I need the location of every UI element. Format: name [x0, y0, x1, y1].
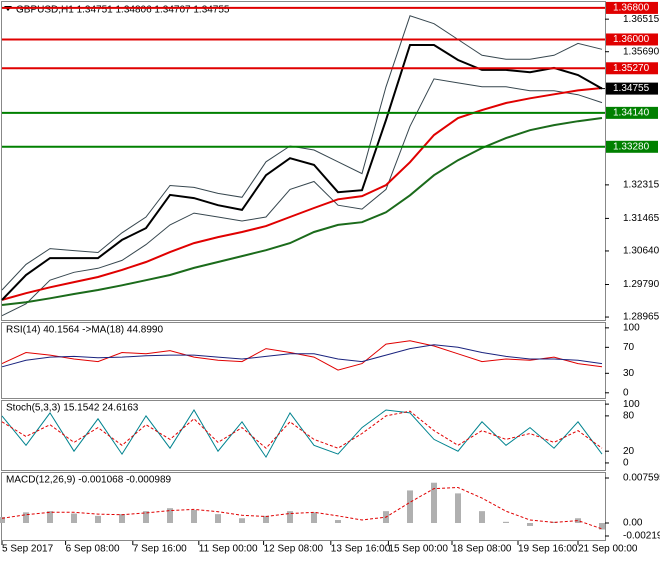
level-label: 1.35270	[613, 63, 650, 74]
level-label-box	[606, 140, 658, 153]
y-tick-label: 0	[623, 458, 629, 469]
x-tick-label: 7 Sep 16:00	[133, 544, 187, 555]
bar	[503, 521, 509, 523]
level-label: 1.33280	[613, 141, 650, 152]
series-line	[1, 44, 603, 301]
bar	[407, 490, 413, 523]
bar	[47, 511, 53, 523]
panel-title: RSI(14) 40.1564 ->MA(18) 44.8990	[6, 325, 163, 336]
panel-title: GBPUSD,H1 1.34751 1.34806 1.34707 1.3475…	[16, 5, 230, 16]
bar	[239, 518, 245, 523]
bar	[431, 482, 437, 523]
bar	[575, 518, 581, 523]
bar	[335, 520, 341, 523]
y-tick-label: 1.36515	[623, 14, 660, 25]
series-line	[1, 344, 603, 368]
bar	[95, 515, 101, 523]
y-tick-label: 1.31465	[623, 213, 660, 224]
bar	[527, 523, 533, 526]
y-tick-label: 80	[623, 411, 635, 422]
series-line	[1, 410, 603, 449]
y-tick-label: 0.00	[623, 518, 643, 529]
x-tick-label: 11 Sep 00:00	[199, 544, 258, 555]
series-line	[1, 87, 603, 301]
current-price-box	[606, 82, 658, 95]
panel-frame	[1, 322, 606, 399]
bar	[215, 514, 221, 523]
y-tick-label: 1.30640	[623, 246, 660, 257]
y-tick-label: 1.29790	[623, 279, 660, 290]
bar	[23, 512, 29, 523]
panel-frame	[1, 472, 606, 541]
bar	[119, 514, 125, 523]
x-tick-label: 13 Sep 16:00	[331, 544, 391, 555]
panel-title: Stoch(5,3,3) 15.1542 24.6163	[6, 403, 139, 414]
y-tick-label: 20	[623, 446, 635, 457]
bar	[599, 523, 605, 530]
x-tick-label: 21 Sep 00:00	[578, 544, 638, 555]
y-tick-label: 100	[623, 322, 640, 333]
series-line	[1, 340, 603, 371]
bar	[143, 511, 149, 523]
y-tick-label: 1.28965	[623, 312, 660, 323]
x-tick-label: 5 Sep 2017	[2, 544, 54, 555]
x-tick-label: 12 Sep 08:00	[264, 544, 324, 555]
y-tick-label: 100	[623, 399, 640, 410]
y-tick-label: 0.007595	[623, 473, 660, 484]
bar	[551, 521, 557, 523]
y-tick-label: 70	[623, 342, 635, 353]
level-label-box	[606, 1, 658, 14]
x-tick-label: 15 Sep 00:00	[388, 544, 448, 555]
x-tick-label: 18 Sep 08:00	[452, 544, 512, 555]
x-tick-label: 19 Sep 16:00	[518, 544, 578, 555]
level-label-box	[606, 33, 658, 46]
y-tick-label: 30	[623, 368, 635, 379]
bar	[0, 517, 5, 523]
bar	[311, 512, 317, 523]
panel-title: MACD(12,26,9) -0.001068 -0.000989	[6, 475, 172, 486]
x-tick-label: 6 Sep 08:00	[66, 544, 120, 555]
y-tick-label: 0	[623, 387, 629, 398]
series-line	[1, 486, 603, 530]
level-label-box	[606, 106, 658, 119]
bar	[71, 513, 77, 523]
bar	[167, 508, 173, 523]
y-tick-label: 1.35690	[623, 46, 660, 57]
bar	[287, 511, 293, 523]
bar	[191, 509, 197, 523]
current-price-label: 1.34755	[613, 83, 650, 94]
series-line	[1, 78, 603, 317]
series-line	[1, 15, 603, 291]
y-tick-label: 1.32315	[623, 180, 660, 191]
level-label-box	[606, 62, 658, 75]
panel-frame	[1, 1, 606, 321]
level-label: 1.34140	[613, 108, 650, 119]
series-line	[1, 409, 603, 459]
bar	[263, 515, 269, 523]
bar	[455, 493, 461, 523]
panel-frame	[1, 400, 606, 471]
series-line	[1, 117, 603, 306]
bar	[479, 511, 485, 523]
level-label: 1.36800	[613, 3, 650, 14]
level-label: 1.36000	[613, 34, 650, 45]
